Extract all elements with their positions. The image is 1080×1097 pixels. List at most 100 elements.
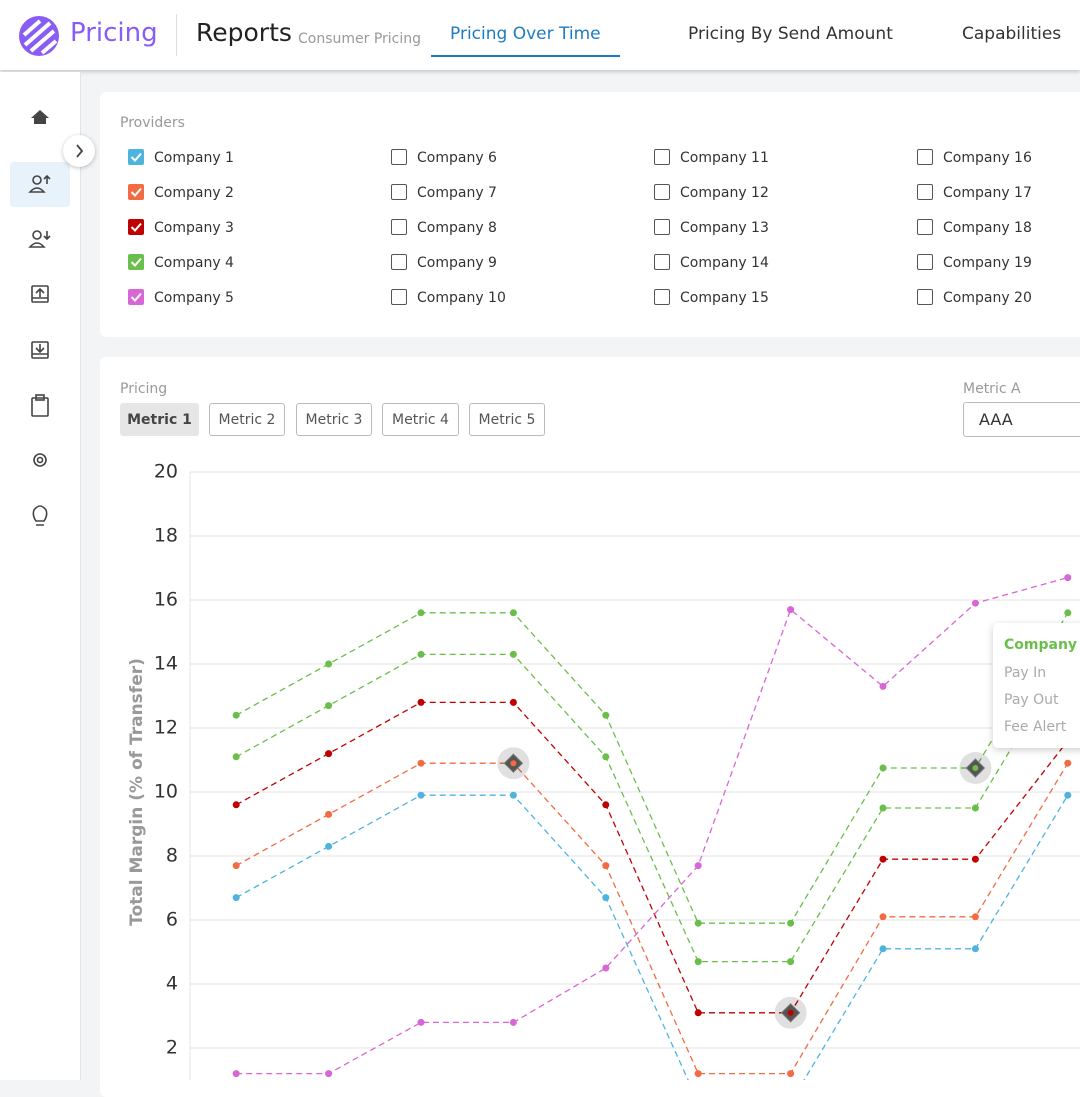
data-point bbox=[971, 855, 979, 863]
metric-select[interactable]: AAA bbox=[963, 402, 1080, 437]
checkbox[interactable] bbox=[128, 149, 144, 165]
checkbox[interactable] bbox=[391, 219, 407, 235]
provider-name: Company 19 bbox=[943, 255, 1032, 271]
provider-name: Company 3 bbox=[154, 220, 234, 236]
y-axis-label: Total Margin (% of Transfer) bbox=[127, 658, 147, 926]
series-line bbox=[235, 653, 1069, 963]
checkbox[interactable] bbox=[917, 219, 933, 235]
checkbox[interactable] bbox=[917, 254, 933, 270]
provider-checkbox[interactable]: Company 18 bbox=[917, 218, 1032, 238]
provider-checkbox[interactable]: Company 15 bbox=[654, 288, 769, 308]
data-point bbox=[787, 1070, 795, 1078]
provider-name: Company 17 bbox=[943, 185, 1032, 201]
data-point bbox=[325, 702, 333, 710]
data-point bbox=[602, 964, 610, 972]
provider-checkbox[interactable]: Company 14 bbox=[654, 253, 769, 273]
data-point bbox=[879, 913, 887, 921]
data-point bbox=[694, 1070, 702, 1078]
tab[interactable]: Capabilities bbox=[962, 24, 1062, 44]
provider-checkbox[interactable]: Company 11 bbox=[654, 148, 769, 168]
checkbox[interactable] bbox=[391, 149, 407, 165]
provider-checkbox[interactable]: Company 13 bbox=[654, 218, 769, 238]
provider-name: Company 9 bbox=[417, 255, 497, 271]
provider-checkbox[interactable]: Company 7 bbox=[391, 183, 497, 203]
data-point bbox=[509, 698, 517, 706]
checkbox[interactable] bbox=[654, 149, 670, 165]
provider-checkbox[interactable]: Company 12 bbox=[654, 183, 769, 203]
provider-checkbox[interactable]: Company 19 bbox=[917, 253, 1032, 273]
data-point bbox=[787, 919, 795, 927]
metric-button[interactable]: Metric 1 bbox=[120, 403, 199, 436]
data-point bbox=[602, 862, 610, 870]
data-point bbox=[325, 750, 333, 758]
provider-checkbox[interactable]: Company 4 bbox=[128, 253, 234, 273]
provider-checkbox[interactable]: Company 1 bbox=[128, 148, 234, 168]
data-point bbox=[325, 810, 333, 818]
metric-button[interactable]: Metric 5 bbox=[469, 403, 545, 436]
provider-name: Company 5 bbox=[154, 290, 234, 306]
data-point bbox=[1064, 609, 1072, 617]
data-point bbox=[787, 958, 795, 966]
data-point bbox=[509, 650, 517, 658]
checkbox[interactable] bbox=[128, 219, 144, 235]
checkbox[interactable] bbox=[128, 254, 144, 270]
provider-checkbox[interactable]: Company 6 bbox=[391, 148, 497, 168]
tab[interactable]: Pricing Over Time bbox=[431, 24, 620, 57]
checkbox[interactable] bbox=[128, 289, 144, 305]
provider-checkbox[interactable]: Company 5 bbox=[128, 288, 234, 308]
data-point bbox=[1064, 791, 1072, 799]
provider-checkbox[interactable]: Company 17 bbox=[917, 183, 1032, 203]
data-point bbox=[602, 711, 610, 719]
checkbox[interactable] bbox=[391, 254, 407, 270]
provider-checkbox[interactable]: Company 2 bbox=[128, 183, 234, 203]
metric-button[interactable]: Metric 3 bbox=[296, 403, 372, 436]
highlight-dot bbox=[510, 760, 517, 767]
metric-button[interactable]: Metric 4 bbox=[382, 403, 459, 436]
provider-checkbox[interactable]: Company 16 bbox=[917, 148, 1032, 168]
brand: Pricing bbox=[70, 18, 158, 48]
subsection: Consumer Pricing bbox=[298, 31, 422, 47]
provider-checkbox[interactable]: Company 10 bbox=[391, 288, 506, 308]
data-point bbox=[602, 753, 610, 761]
checkbox[interactable] bbox=[917, 184, 933, 200]
provider-name: Company 16 bbox=[943, 150, 1032, 166]
provider-checkbox[interactable]: Company 20 bbox=[917, 288, 1032, 308]
provider-checkbox[interactable]: Company 3 bbox=[128, 218, 234, 238]
checkbox[interactable] bbox=[917, 149, 933, 165]
data-point bbox=[1064, 574, 1072, 582]
provider-name: Company 6 bbox=[417, 150, 497, 166]
checkbox[interactable] bbox=[917, 289, 933, 305]
provider-name: Company 13 bbox=[680, 220, 769, 236]
data-point bbox=[971, 945, 979, 953]
data-point bbox=[602, 894, 610, 902]
tab[interactable]: Pricing By Send Amount bbox=[688, 24, 893, 44]
checkbox[interactable] bbox=[654, 184, 670, 200]
checkbox[interactable] bbox=[391, 184, 407, 200]
y-tick-label: 10 bbox=[154, 781, 178, 803]
y-tick-label: 14 bbox=[154, 653, 178, 675]
series-line bbox=[235, 701, 1069, 1014]
y-tick-label: 12 bbox=[154, 717, 178, 739]
checkbox[interactable] bbox=[654, 254, 670, 270]
logo bbox=[19, 16, 59, 56]
data-point bbox=[694, 919, 702, 927]
collapse-button[interactable] bbox=[63, 135, 95, 167]
metric-button[interactable]: Metric 2 bbox=[209, 403, 285, 436]
series-line bbox=[236, 576, 1068, 1075]
highlight-dot bbox=[972, 765, 979, 771]
checkbox[interactable] bbox=[391, 289, 407, 305]
checkbox[interactable] bbox=[654, 289, 670, 305]
provider-checkbox[interactable]: Company 8 bbox=[391, 218, 497, 238]
data-point bbox=[694, 958, 702, 966]
checkbox[interactable] bbox=[128, 184, 144, 200]
data-point bbox=[417, 698, 425, 706]
provider-checkbox[interactable]: Company 9 bbox=[391, 253, 497, 273]
data-point bbox=[232, 894, 240, 902]
sidebar-icons bbox=[10, 110, 70, 526]
checkbox[interactable] bbox=[654, 219, 670, 235]
data-point bbox=[325, 660, 333, 668]
provider-name: Company 1 bbox=[154, 150, 234, 166]
provider-name: Company 10 bbox=[417, 290, 506, 306]
